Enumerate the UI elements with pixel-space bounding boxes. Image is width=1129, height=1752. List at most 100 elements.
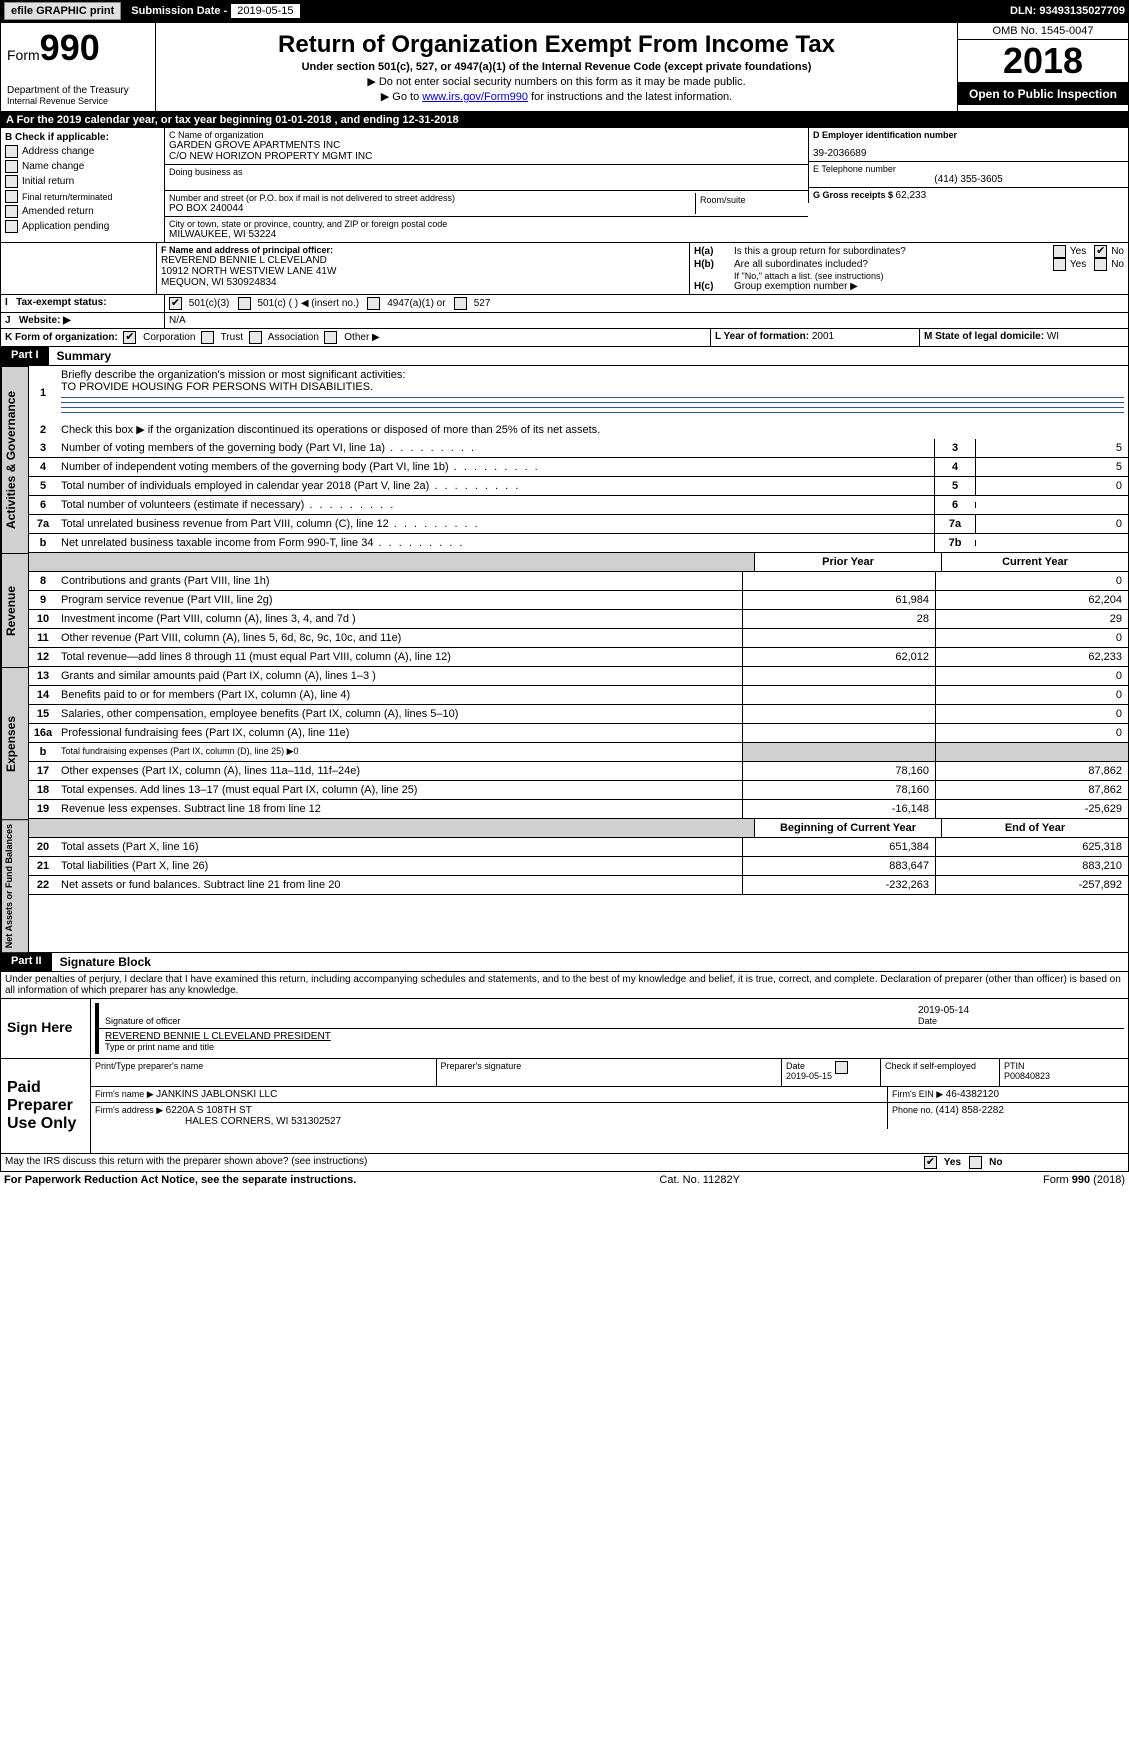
officer-line1: REVEREND BENNIE L CLEVELAND [161,255,685,266]
officer-line3: MEQUON, WI 530924834 [161,277,685,288]
check-application-pending[interactable] [5,220,18,233]
phone-label: E Telephone number [813,164,1124,174]
gross-receipts: 62,233 [896,190,927,201]
topbar: efile GRAPHIC print Submission Date - 20… [0,0,1129,22]
firm-addr2: HALES CORNERS, WI 531302527 [185,1116,341,1127]
info-block: B Check if applicable: Address change Na… [0,128,1129,243]
org-name-2: C/O NEW HORIZON PROPERTY MGMT INC [169,151,804,162]
subtitle-1: Under section 501(c), 527, or 4947(a)(1)… [162,61,951,73]
dln: DLN: 93493135027709 [1010,5,1125,17]
vert-expenses: Expenses [1,667,29,819]
tax-status-row: I Tax-exempt status: 501(c)(3) 501(c) ( … [0,295,1129,313]
dept: Department of the Treasury [7,85,149,96]
type-name-label: Type or print name and title [105,1042,1118,1052]
vert-net: Net Assets or Fund Balances [1,819,29,952]
year-formation: 2001 [812,331,834,342]
hc-label: Group exemption number ▶ [734,281,858,292]
subtitle-3: ▶ Go to www.irs.gov/Form990 for instruct… [162,90,951,103]
ein: 39-2036689 [813,148,1124,159]
irs: Internal Revenue Service [7,96,149,106]
footer-mid: Cat. No. 11282Y [659,1174,740,1186]
check-association[interactable] [249,331,262,344]
begin-year-header: Beginning of Current Year [754,819,941,837]
klm-row: K Form of organization: Corporation Trus… [0,329,1129,347]
check-amended-return[interactable] [5,205,18,218]
form-title: Return of Organization Exempt From Incom… [162,31,951,59]
prior-year-header: Prior Year [754,553,941,571]
discuss-no[interactable] [969,1156,982,1169]
check-corporation[interactable] [123,331,136,344]
preparer-phone: (414) 858-2282 [936,1105,1004,1116]
ha-no[interactable] [1094,245,1107,258]
hb-label: Are all subordinates included? [734,259,1053,270]
sign-date: 2019-05-14 [918,1005,1118,1016]
ha-yes[interactable] [1053,245,1066,258]
check-other[interactable] [324,331,337,344]
check-4947[interactable] [367,297,380,310]
check-self-employed[interactable] [835,1061,848,1074]
website: N/A [165,313,1128,328]
end-year-header: End of Year [941,819,1128,837]
form-number: Form990 [7,27,149,69]
date-label: Date [918,1016,1118,1026]
officer-label: F Name and address of principal officer: [161,245,685,255]
sign-block: Sign Here Signature of officer 2019-05-1… [0,999,1129,1059]
street-label: Number and street (or P.O. box if mail i… [169,193,695,203]
omb: OMB No. 1545-0047 [958,23,1128,40]
org-name-label: C Name of organization [169,130,804,140]
discuss-yes[interactable] [924,1156,937,1169]
room-label: Room/suite [695,193,804,214]
state-domicile: WI [1047,331,1059,342]
check-final-return[interactable] [5,190,18,203]
sign-here-label: Sign Here [1,999,91,1058]
ptin: P00840823 [1004,1071,1124,1081]
preparer-date: 2019-05-15 [786,1071,876,1081]
vert-governance: Activities & Governance [1,366,29,553]
sig-officer-label: Signature of officer [105,1016,906,1026]
mission-text: TO PROVIDE HOUSING FOR PERSONS WITH DISA… [61,381,373,393]
check-501c3[interactable] [169,297,182,310]
check-trust[interactable] [201,331,214,344]
footer-left: For Paperwork Reduction Act Notice, see … [4,1174,356,1186]
preparer-title: Paid Preparer Use Only [1,1059,91,1153]
gross-receipts-label: G Gross receipts $ [813,190,896,200]
officer-name-title: REVEREND BENNIE L CLEVELAND PRESIDENT [105,1031,1118,1042]
officer-line2: 10912 NORTH WESTVIEW LANE 41W [161,266,685,277]
efile-print-button[interactable]: efile GRAPHIC print [4,2,121,20]
open-public: Open to Public Inspection [958,83,1128,105]
check-address-change[interactable] [5,145,18,158]
dba-label: Doing business as [169,167,804,177]
preparer-block: Paid Preparer Use Only Print/Type prepar… [0,1059,1129,1154]
perjury-text: Under penalties of perjury, I declare th… [0,972,1129,999]
hb-note: If "No," attach a list. (see instruction… [734,271,1124,281]
ein-label: D Employer identification number [813,130,1124,140]
form-year: 2018 [958,40,1128,83]
check-name-change[interactable] [5,160,18,173]
firm-name: JANKINS JABLONSKI LLC [156,1089,277,1100]
submission-label: Submission Date - [131,5,227,17]
city-label: City or town, state or province, country… [169,219,804,229]
period-row: A For the 2019 calendar year, or tax yea… [0,112,1129,128]
org-name-1: GARDEN GROVE APARTMENTS INC [169,140,804,151]
firm-addr1: 6220A S 108TH ST [166,1105,252,1116]
check-527[interactable] [454,297,467,310]
irs-link[interactable]: www.irs.gov/Form990 [422,91,528,103]
part2-header: Part II Signature Block [0,953,1129,972]
street: PO BOX 240044 [169,203,695,214]
discuss-row: May the IRS discuss this return with the… [0,1154,1129,1172]
city: MILWAUKEE, WI 53224 [169,229,804,240]
footer: For Paperwork Reduction Act Notice, see … [0,1172,1129,1188]
check-initial-return[interactable] [5,175,18,188]
website-row: J Website: ▶ N/A [0,313,1129,329]
check-501c[interactable] [238,297,251,310]
footer-right: Form 990 (2018) [1043,1174,1125,1186]
officer-h-row: F Name and address of principal officer:… [0,243,1129,295]
current-year-header: Current Year [941,553,1128,571]
hb-no[interactable] [1094,258,1107,271]
hb-yes[interactable] [1053,258,1066,271]
firm-ein: 46-4382120 [946,1089,999,1100]
part1-header: Part I Summary [0,347,1129,366]
submission-date: 2019-05-15 [231,4,299,18]
subtitle-2: ▶ Do not enter social security numbers o… [162,75,951,88]
ha-label: Is this a group return for subordinates? [734,246,1053,257]
